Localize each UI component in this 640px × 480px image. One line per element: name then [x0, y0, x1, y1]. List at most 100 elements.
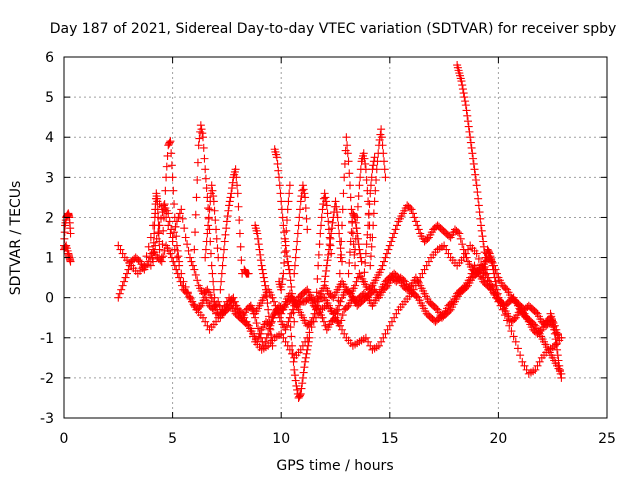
data-point	[359, 277, 368, 286]
data-segment	[546, 309, 566, 382]
data-point	[379, 333, 388, 342]
data-point	[296, 391, 305, 400]
data-point	[298, 379, 307, 388]
data-point	[116, 245, 125, 254]
data-point	[201, 165, 210, 174]
data-point	[551, 335, 560, 344]
data-point	[153, 205, 162, 214]
data-point	[170, 228, 179, 237]
data-point	[203, 193, 212, 202]
data-point	[432, 304, 441, 313]
data-point	[338, 205, 347, 214]
data-point	[201, 245, 210, 254]
data-point	[296, 389, 305, 398]
data-point	[312, 288, 321, 297]
data-point	[249, 309, 258, 318]
data-point	[216, 285, 225, 294]
data-point	[455, 229, 464, 238]
data-point	[370, 197, 379, 206]
data-point	[275, 181, 284, 190]
data-point	[332, 202, 341, 211]
data-point	[327, 224, 336, 233]
data-point	[317, 221, 326, 230]
data-point	[212, 317, 221, 326]
data-point	[355, 181, 364, 190]
data-point	[335, 282, 344, 291]
data-point	[209, 277, 218, 286]
data-point	[166, 137, 175, 146]
data-point	[188, 297, 197, 306]
data-point	[345, 181, 354, 190]
plot-frame	[63, 56, 608, 419]
data-point	[173, 246, 182, 255]
data-point	[256, 250, 265, 259]
data-point	[333, 317, 342, 326]
data-point	[313, 274, 322, 283]
data-point	[353, 202, 362, 211]
data-point	[354, 240, 363, 249]
data-point	[380, 165, 389, 174]
data-point	[338, 325, 347, 334]
data-point	[520, 361, 529, 370]
data-point	[377, 337, 386, 346]
data-point	[466, 133, 475, 142]
data-point	[326, 234, 335, 243]
data-point	[262, 292, 271, 301]
data-point	[353, 213, 362, 222]
data-point	[552, 340, 561, 349]
data-point	[411, 217, 420, 226]
data-point	[178, 281, 187, 290]
data-point	[193, 276, 202, 285]
data-point	[191, 210, 200, 219]
data-point	[352, 277, 361, 286]
data-point	[474, 254, 483, 263]
data-point	[363, 230, 372, 239]
data-point	[248, 332, 257, 341]
data-point	[171, 222, 180, 231]
data-point	[278, 305, 287, 314]
data-point	[306, 319, 315, 328]
data-point	[351, 218, 360, 227]
data-point	[166, 229, 175, 238]
data-point	[118, 249, 127, 258]
data-point	[161, 186, 170, 195]
data-point	[338, 311, 347, 320]
data-point	[265, 319, 274, 328]
data-point	[354, 192, 363, 201]
data-point	[195, 134, 204, 143]
data-point	[66, 229, 75, 238]
data-point	[180, 224, 189, 233]
data-point	[261, 281, 270, 290]
data-point	[259, 341, 268, 350]
y-tick-label: 1	[45, 251, 54, 267]
data-point	[179, 277, 188, 286]
data-point	[246, 327, 255, 336]
data-point	[268, 293, 277, 302]
data-point	[217, 277, 226, 286]
data-point	[194, 141, 203, 150]
series-sdtvar	[60, 61, 566, 402]
data-point	[287, 282, 296, 291]
data-point	[159, 213, 168, 222]
data-point	[477, 221, 486, 230]
data-point	[331, 313, 340, 322]
data-point	[370, 153, 379, 162]
data-point	[290, 269, 299, 278]
data-point	[208, 269, 217, 278]
data-point	[122, 269, 131, 278]
data-point	[522, 365, 531, 374]
data-point	[302, 349, 311, 358]
data-segment	[240, 265, 253, 278]
data-point	[408, 209, 417, 218]
data-point	[557, 373, 566, 382]
chart-title: Day 187 of 2021, Sidereal Day-to-day VTE…	[50, 21, 617, 37]
data-point	[334, 296, 343, 305]
data-point	[347, 205, 356, 214]
data-point	[292, 245, 301, 254]
y-tick-label: 4	[45, 130, 54, 146]
data-point	[192, 193, 201, 202]
data-point	[453, 228, 462, 237]
data-point	[459, 89, 468, 98]
data-point	[228, 178, 237, 187]
